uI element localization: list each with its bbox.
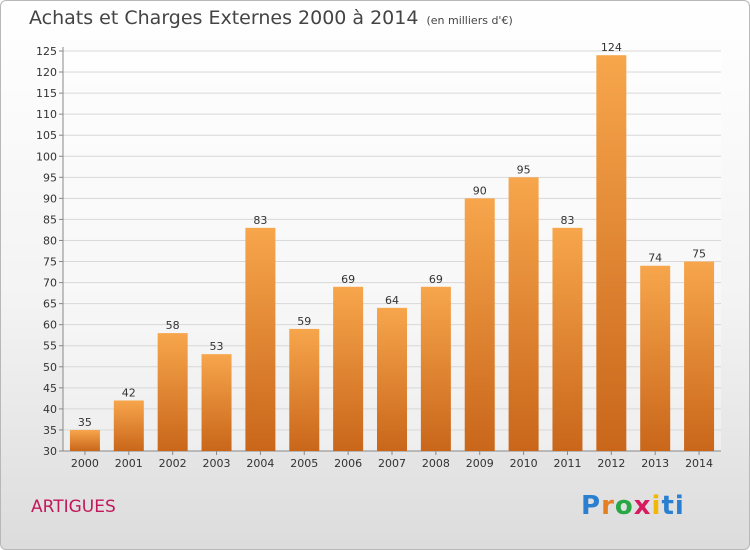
y-tick-label: 65 <box>43 298 57 311</box>
y-tick-label: 35 <box>43 424 57 437</box>
y-tick-label: 30 <box>43 445 57 458</box>
logo-letter: r <box>601 491 615 521</box>
x-tick-label: 2000 <box>71 457 99 470</box>
y-tick-label: 90 <box>43 192 57 205</box>
y-tick-label: 115 <box>36 87 57 100</box>
location-name: ARTIGUES <box>31 497 116 517</box>
bar-value-label: 58 <box>166 319 180 332</box>
x-tick-label: 2004 <box>246 457 274 470</box>
y-tick-label: 85 <box>43 213 57 226</box>
bar <box>201 354 232 451</box>
x-tick-label: 2009 <box>466 457 494 470</box>
y-tick-label: 75 <box>43 256 57 269</box>
proxiti-logo: Proxiti <box>581 491 685 521</box>
x-tick-label: 2013 <box>641 457 669 470</box>
x-tick-label: 2001 <box>115 457 143 470</box>
logo-letter: P <box>581 491 602 521</box>
y-tick-label: 105 <box>36 129 57 142</box>
y-tick-label: 50 <box>43 361 57 374</box>
bar-value-label: 83 <box>560 214 574 227</box>
y-tick-label: 110 <box>36 108 57 121</box>
bar-value-label: 42 <box>122 386 136 399</box>
bar-value-label: 95 <box>517 163 531 176</box>
x-tick-label: 2005 <box>290 457 318 470</box>
bar <box>552 227 583 451</box>
x-tick-label: 2006 <box>334 457 362 470</box>
bar-value-label: 53 <box>210 340 224 353</box>
bar-value-label: 90 <box>473 184 487 197</box>
bar <box>69 429 100 451</box>
bar <box>508 177 539 451</box>
bar <box>157 333 188 451</box>
y-tick-label: 60 <box>43 319 57 332</box>
y-tick-label: 70 <box>43 277 57 290</box>
logo-letter: i <box>651 491 662 521</box>
y-tick-label: 125 <box>36 45 57 58</box>
y-tick-label: 120 <box>36 66 57 79</box>
bar <box>333 286 364 451</box>
bar-value-label: 75 <box>692 248 706 261</box>
bar-value-label: 59 <box>297 315 311 328</box>
bar <box>596 55 627 452</box>
bar <box>377 307 407 451</box>
y-tick-label: 40 <box>43 403 57 416</box>
x-tick-label: 2008 <box>422 457 450 470</box>
bar-value-label: 83 <box>253 214 267 227</box>
bar-value-label: 64 <box>385 294 399 307</box>
logo-letter: x <box>633 491 652 521</box>
x-tick-label: 2010 <box>510 457 538 470</box>
y-tick-label: 80 <box>43 234 57 247</box>
chart-subtitle: (en milliers d'€) <box>426 14 513 27</box>
y-tick-label: 95 <box>43 171 57 184</box>
x-tick-label: 2014 <box>685 457 713 470</box>
y-tick-label: 45 <box>43 382 57 395</box>
bar-value-label: 35 <box>78 416 92 429</box>
bar <box>420 286 451 451</box>
logo-letter: ti <box>661 491 685 521</box>
y-tick-label: 100 <box>36 150 57 163</box>
bar-value-label: 74 <box>648 252 662 265</box>
x-tick-label: 2002 <box>159 457 187 470</box>
x-tick-label: 2007 <box>378 457 406 470</box>
bar <box>640 265 671 451</box>
chart-title: Achats et Charges Externes 2000 à 2014 (e… <box>29 7 513 29</box>
bar-value-label: 69 <box>429 273 443 286</box>
bar-value-label: 69 <box>341 273 355 286</box>
y-tick-label: 55 <box>43 340 57 353</box>
bar <box>113 400 144 451</box>
logo-letter: o <box>614 491 634 521</box>
bar <box>684 261 715 451</box>
chart-title-text: Achats et Charges Externes 2000 à 2014 <box>29 7 419 29</box>
x-tick-label: 2003 <box>203 457 231 470</box>
x-tick-label: 2012 <box>597 457 625 470</box>
bar <box>245 227 276 451</box>
bar <box>289 328 320 451</box>
bar <box>464 198 495 451</box>
bar-value-label: 124 <box>601 41 622 54</box>
x-tick-label: 2011 <box>553 457 581 470</box>
